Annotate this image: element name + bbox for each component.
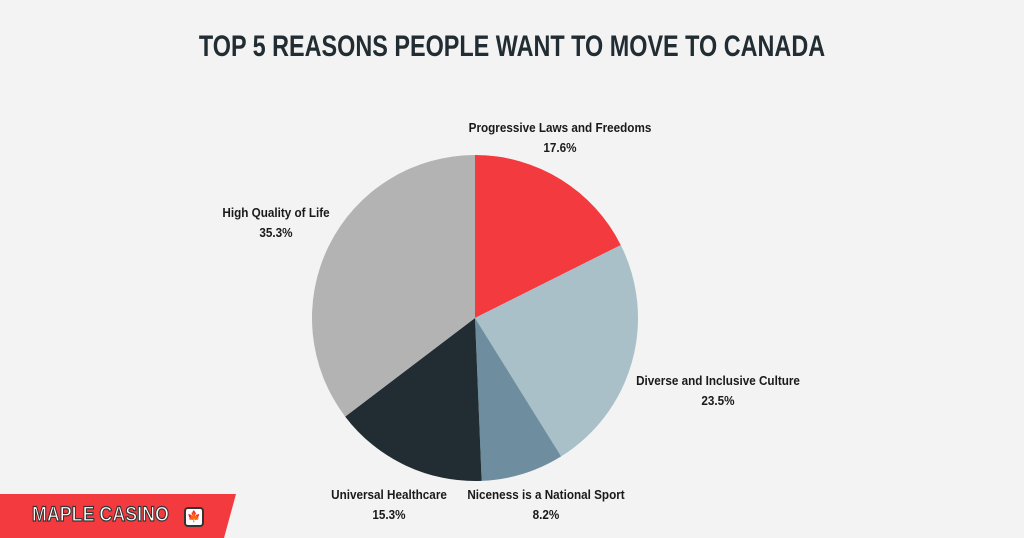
- pie-slice-progressive-laws-and-freedoms: [475, 155, 621, 318]
- label-universal-healthcare: Universal Healthcare 15.3%: [331, 487, 447, 522]
- label-diverse-culture: Diverse and Inclusive Culture 23.5%: [636, 373, 800, 408]
- brand-logo-banner: MAPLE CASINO 🍁: [0, 494, 236, 538]
- pie-slice-universal-healthcare: [345, 318, 482, 481]
- label-progressive-laws: Progressive Laws and Freedoms 17.6%: [468, 120, 652, 155]
- chart-title: TOP 5 REASONS PEOPLE WANT TO MOVE TO CAN…: [198, 30, 826, 63]
- brand-banner-shape: [0, 494, 236, 538]
- pie-slice-diverse-and-inclusive-culture: [475, 245, 638, 457]
- brand-name: MAPLE CASINO: [31, 502, 169, 526]
- pie-slice-niceness-is-a-national-sport: [475, 318, 562, 481]
- pie-slice-high-quality-of-life: [312, 155, 475, 417]
- label-high-quality-of-life: High Quality of Life 35.3%: [222, 205, 330, 240]
- maple-leaf-icon: 🍁: [184, 507, 204, 527]
- label-niceness: Niceness is a National Sport 8.2%: [467, 487, 625, 522]
